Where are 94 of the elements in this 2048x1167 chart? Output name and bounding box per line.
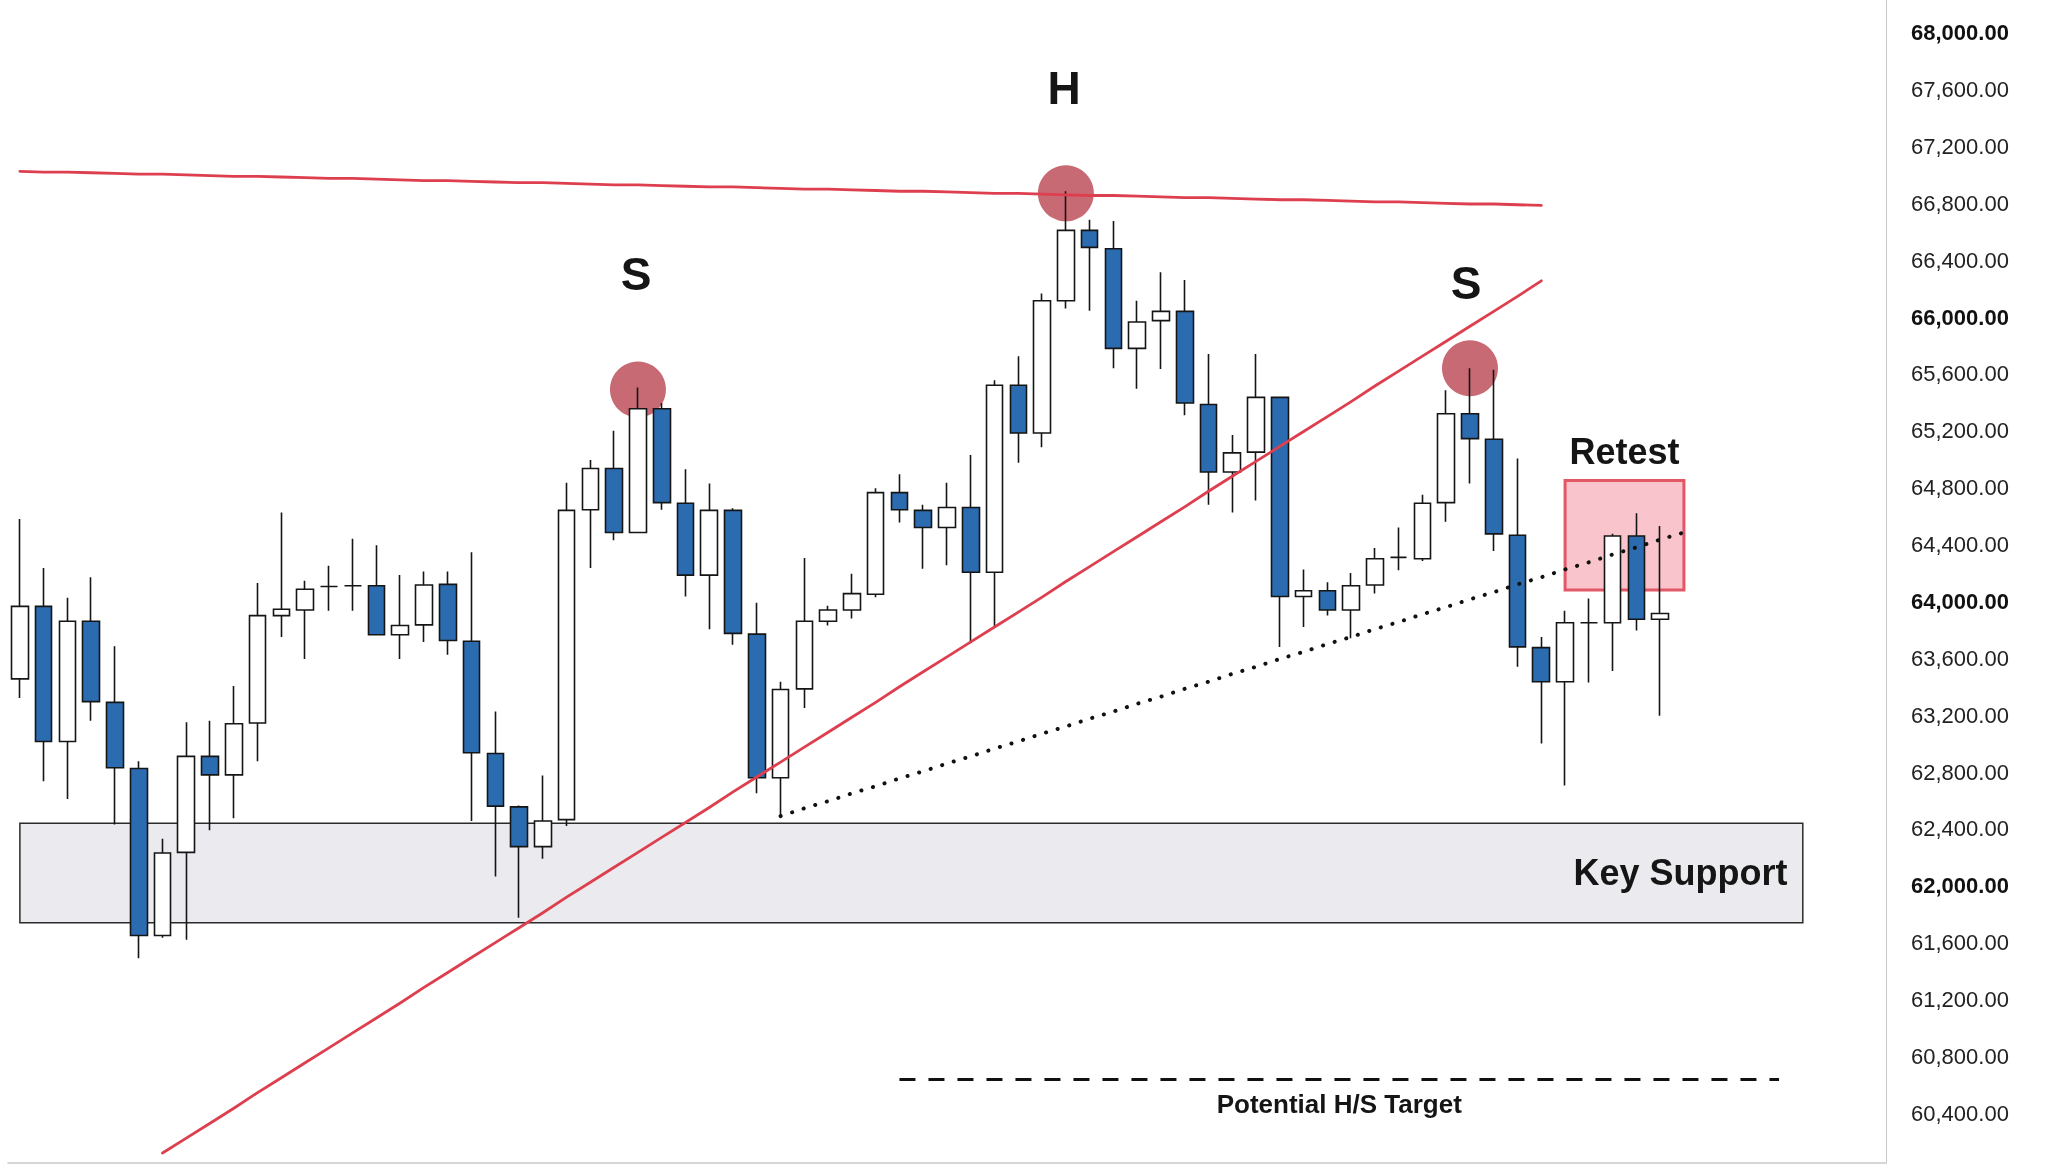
band-label: Key Support [1573, 852, 1788, 894]
candlestick [295, 579, 315, 660]
point [610, 361, 666, 418]
y-tick-label: 62,000.00 [1911, 873, 2009, 899]
y-tick-label: 66,400.00 [1911, 247, 2009, 273]
candlestick [509, 804, 529, 919]
candlestick [462, 551, 481, 822]
candlestick [1056, 190, 1076, 310]
candlestick [272, 511, 291, 638]
y-tick-label: 62,400.00 [1911, 816, 2009, 842]
candlestick [1413, 493, 1432, 562]
candlestick [200, 720, 220, 832]
candlestick [248, 582, 267, 763]
candlestick [581, 459, 600, 569]
candlestick [224, 685, 244, 820]
candlestick [795, 557, 814, 709]
candlestick [937, 481, 957, 566]
candlestick [1009, 355, 1028, 464]
candlestick [176, 721, 196, 941]
candlestick [1531, 636, 1551, 745]
candlestick [1222, 434, 1242, 514]
candlestick [1104, 220, 1123, 370]
candlestick [676, 468, 695, 598]
candlestick [129, 760, 149, 960]
y-tick-label: 61,200.00 [1911, 987, 2009, 1012]
candlestick [438, 570, 458, 656]
y-tick-label: 65,600.00 [1911, 361, 2009, 387]
annotation: H [1047, 62, 1081, 114]
y-tick-label: 63,200.00 [1911, 702, 2009, 728]
candlestick [81, 576, 101, 722]
candlestick [34, 567, 53, 783]
y-tick-label: 66,000.00 [1911, 304, 2009, 330]
y-tick-label: 60,400.00 [1911, 1100, 2009, 1126]
candlestick [10, 518, 30, 699]
annotation: S [620, 248, 652, 300]
candlestick [1603, 533, 1622, 672]
candlestick [1032, 292, 1052, 448]
candlestick [153, 838, 172, 939]
candlestick [1080, 218, 1099, 312]
candlestick [557, 481, 576, 827]
candlestick [890, 473, 909, 524]
candlestick [343, 538, 363, 612]
candlestick [1460, 367, 1480, 485]
y-tick-label: 60,800.00 [1911, 1043, 2009, 1069]
ref-line-label: Potential H/S Target [1216, 1089, 1463, 1120]
candlestick [1484, 368, 1504, 552]
candlestick [58, 597, 77, 800]
candlestick [604, 429, 624, 542]
y-tick-label: 64,400.00 [1911, 532, 2009, 558]
candlestick [533, 774, 553, 860]
y-tick-label: 67,200.00 [1911, 133, 2009, 159]
candlestick [1151, 271, 1171, 370]
candlestick [1318, 581, 1337, 617]
point [1442, 340, 1498, 397]
candlestick [367, 544, 386, 636]
candlestick [866, 487, 885, 598]
candlestick [1246, 353, 1266, 502]
candlestick [1436, 389, 1456, 523]
line-series [18, 169, 1543, 207]
candlestick [1555, 609, 1575, 787]
y-tick-label: 62,800.00 [1911, 759, 2009, 785]
candlestick [818, 604, 838, 627]
candlestick [1199, 353, 1218, 506]
candlestick [105, 645, 125, 826]
candlestick [723, 507, 743, 646]
candlestick [486, 710, 505, 878]
candlestick [390, 574, 410, 660]
y-tick-label: 65,200.00 [1911, 418, 2009, 444]
candlestick [628, 386, 648, 534]
candlestick [1127, 299, 1147, 390]
y-tick-label: 67,600.00 [1911, 77, 2009, 103]
annotation: S [1450, 257, 1482, 309]
candlestick [699, 482, 719, 630]
y-tick-label: 64,000.00 [1911, 588, 2009, 614]
y-tick-label: 63,600.00 [1911, 645, 2009, 671]
candlestick [319, 565, 339, 612]
y-tick-label: 68,000.00 [1911, 20, 2009, 46]
candlestick [1389, 526, 1408, 571]
point [1037, 165, 1094, 222]
candlestick [1365, 547, 1385, 595]
candlestick [1294, 568, 1313, 628]
candlestick [414, 570, 434, 643]
y-tick-label: 61,600.00 [1911, 930, 2009, 956]
candlestick [747, 602, 767, 795]
candlestick [652, 402, 672, 511]
candlestick [1270, 395, 1290, 648]
candlestick [1579, 597, 1599, 684]
y-tick-label: 64,800.00 [1911, 475, 2009, 501]
candlestick [842, 572, 862, 620]
candlestick [913, 503, 933, 570]
band-label: Retest [1569, 430, 1680, 472]
candlestick [1175, 279, 1195, 416]
candlestick [1341, 572, 1361, 640]
y-tick-label: 66,800.00 [1911, 190, 2009, 216]
